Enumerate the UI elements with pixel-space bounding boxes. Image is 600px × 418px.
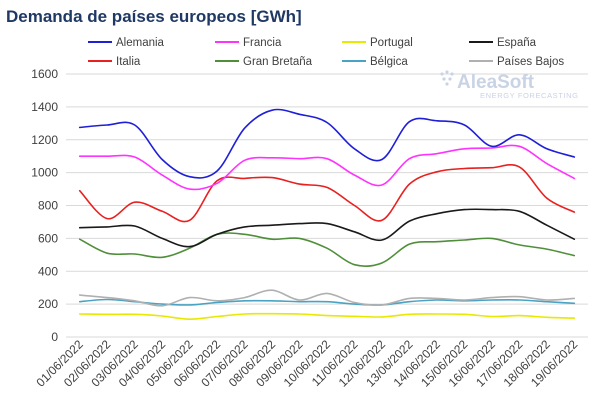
legend-label-espana: España [497, 37, 537, 49]
series-line-italia [78, 164, 576, 223]
series-line-portugal [78, 312, 576, 321]
y-tick-label: 1400 [31, 100, 58, 114]
legend-label-paises-bajos: Países Bajos [497, 56, 564, 68]
series-line-francia [78, 144, 576, 191]
y-tick-label: 200 [38, 297, 58, 311]
legend-label-italia: Italia [116, 56, 141, 68]
logo-subtext: ENERGY FORECASTING [480, 91, 579, 100]
series-line-alemania [78, 108, 576, 179]
aleasoft-logo: AleaSoft ENERGY FORECASTING [440, 70, 578, 100]
series-line-paises-bajos [78, 289, 576, 307]
legend-label-belgica: Bélgica [370, 56, 408, 68]
legend-label-portugal: Portugal [370, 37, 413, 49]
legend: Alemania Francia Portugal España Italia Gran … [88, 37, 564, 68]
y-axis: 0 200 400 600 800 1000 1200 1400 1600 [31, 67, 58, 344]
y-tick-label: 1600 [31, 67, 58, 81]
x-axis: 01/06/202202/06/202203/06/202204/06/2022… [33, 337, 580, 390]
y-tick-label: 800 [38, 199, 58, 213]
y-tick-label: 0 [51, 330, 58, 344]
gridlines [66, 73, 588, 338]
logo-mark-icon [440, 70, 454, 86]
series-line-belgica [78, 298, 576, 306]
y-tick-label: 600 [38, 231, 58, 245]
y-tick-label: 1000 [31, 166, 58, 180]
logo-text: AleaSoft [457, 72, 535, 93]
series-line-gran-bretana [78, 232, 576, 267]
series-lines [78, 108, 576, 321]
legend-label-francia: Francia [243, 37, 282, 49]
legend-label-gran-bretana: Gran Bretaña [243, 56, 313, 68]
y-tick-label: 400 [38, 264, 58, 278]
legend-label-alemania: Alemania [116, 37, 165, 49]
y-tick-label: 1200 [31, 133, 58, 147]
chart-title: Demanda de países europeos [GWh] [6, 7, 302, 26]
series-line-espana [78, 208, 576, 248]
